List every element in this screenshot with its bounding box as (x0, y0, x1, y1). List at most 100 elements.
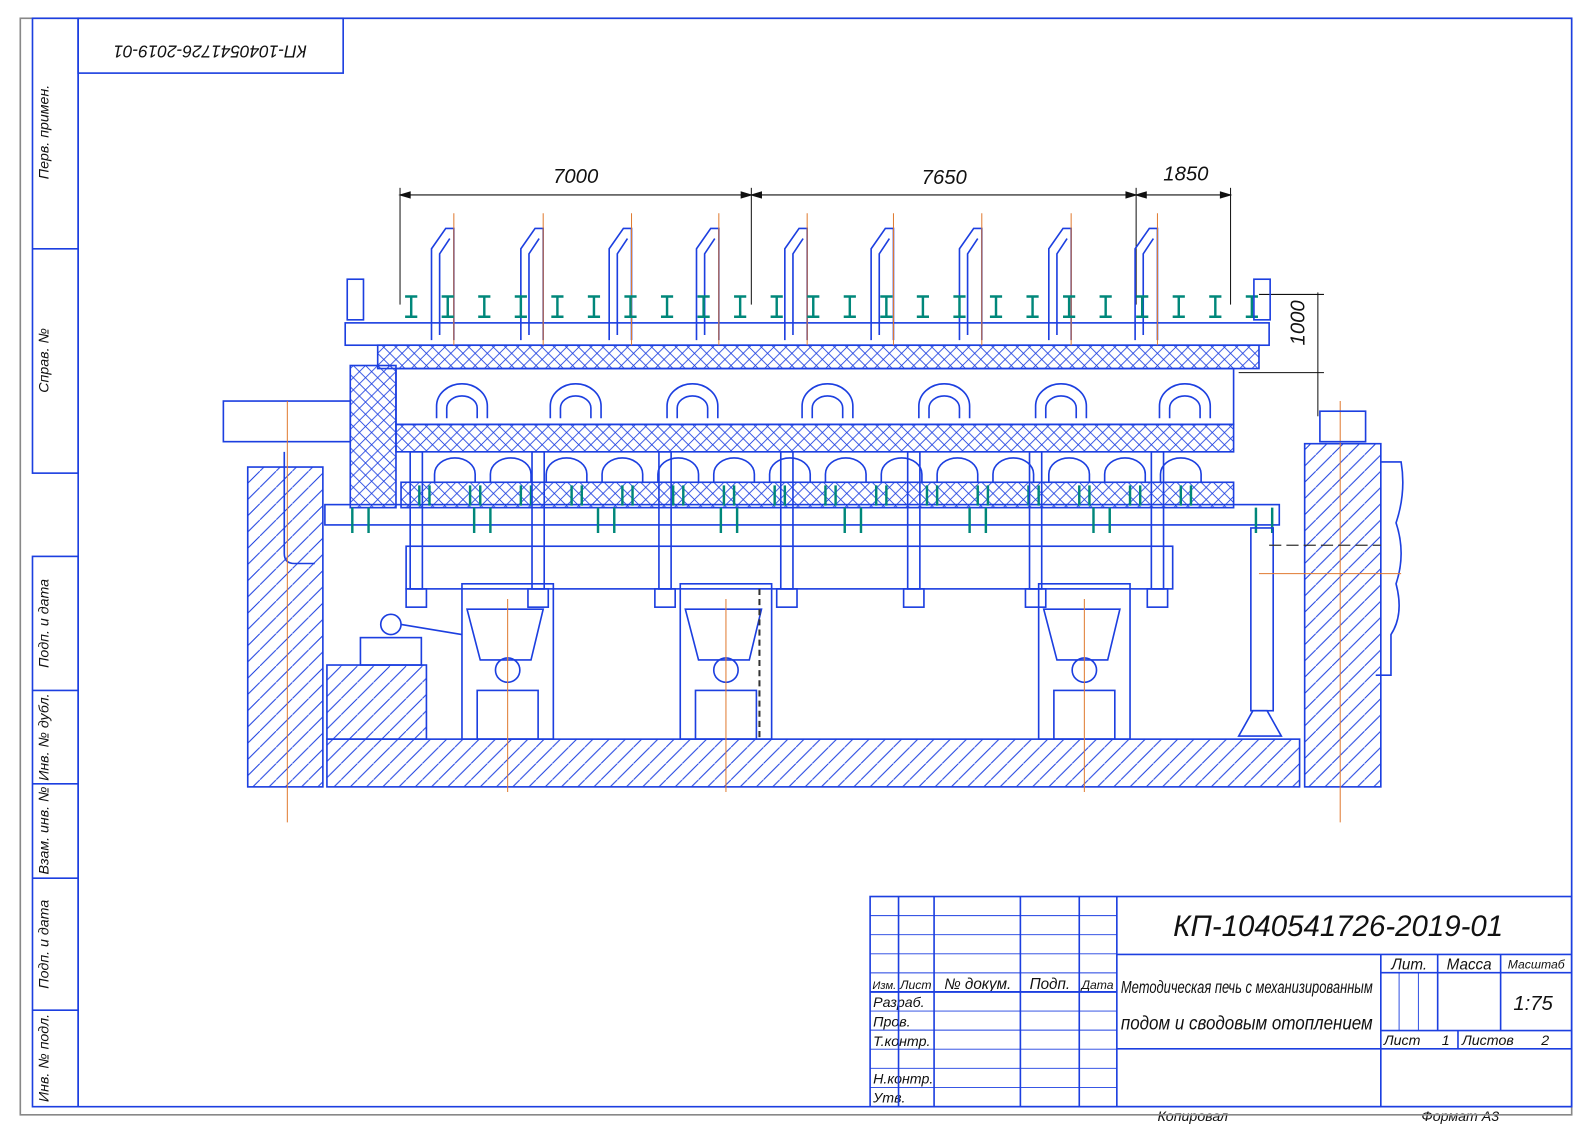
dimension: 7650 (922, 167, 968, 189)
clamp (1209, 295, 1222, 318)
clamp (925, 485, 939, 506)
side-label: Перв. примен. (37, 85, 53, 179)
column (906, 451, 921, 590)
clamp (621, 485, 634, 506)
column-foot (654, 588, 676, 608)
clamp (468, 485, 482, 506)
side-label: Инв. № дубл. (37, 693, 53, 780)
arch (801, 383, 854, 419)
hearth (400, 481, 1235, 509)
arrow (1134, 191, 1147, 199)
lower-arch (824, 457, 867, 483)
stand (346, 278, 365, 321)
role: Пров. (873, 1014, 910, 1030)
clamp (843, 295, 856, 318)
clamp (1136, 295, 1149, 318)
scale-label: Масштаб (1508, 958, 1566, 972)
side-label: Инв. № подл. (37, 1014, 53, 1102)
title-block (869, 895, 1573, 1108)
role: Т.контр. (873, 1034, 930, 1050)
clamp (1078, 485, 1091, 506)
break-line (1375, 461, 1404, 676)
lower-arch (880, 457, 923, 483)
clamp (1245, 295, 1258, 318)
role: Утв. (872, 1091, 905, 1107)
header: Лист (899, 978, 931, 992)
clamp (1099, 295, 1112, 318)
side-label: Справ. № (37, 328, 53, 393)
clamp (916, 295, 930, 318)
support (1254, 507, 1274, 534)
clamp (953, 295, 966, 318)
drive-housing (684, 608, 763, 661)
lower-arch (433, 457, 476, 483)
clamp (880, 295, 893, 318)
designation: КП-1040541726-2019-01 (1173, 910, 1503, 943)
sheet-label: Лист (1383, 1033, 1421, 1049)
clamp (587, 295, 601, 318)
clamp (976, 485, 990, 506)
column-foot (1024, 588, 1047, 608)
side-labels: Перв. примен. Справ. № Подп. и дата Инв. № … (37, 85, 53, 1102)
column (779, 451, 794, 590)
column (409, 451, 424, 590)
support (719, 507, 739, 534)
clamp (478, 295, 491, 318)
beam (405, 545, 1174, 590)
clamp (624, 295, 637, 318)
support (1092, 507, 1111, 534)
dimension: 1850 (1163, 164, 1209, 186)
graphics (19, 17, 1573, 1116)
motor-wheel (379, 613, 402, 636)
hearth-layer (395, 423, 1235, 453)
lower-arch (1103, 457, 1147, 483)
arrow (1125, 191, 1138, 199)
clamp (1179, 485, 1193, 506)
drive-housing (465, 608, 545, 661)
column (1028, 451, 1043, 590)
clamp (770, 295, 783, 318)
clamp (824, 485, 837, 506)
column (658, 451, 672, 590)
column-foot (775, 588, 798, 608)
header: Подп. (1030, 976, 1071, 993)
side-strip (31, 555, 79, 1108)
stand (1253, 278, 1271, 321)
footer: Формат А3 (1421, 1109, 1499, 1125)
stamp-box (77, 17, 344, 74)
floor (326, 738, 1301, 788)
lower-arch (992, 457, 1035, 483)
clamp (660, 295, 674, 318)
roller (1319, 410, 1367, 443)
clamp (807, 295, 820, 318)
roof (376, 344, 1260, 370)
arch (1034, 383, 1088, 419)
chamber (395, 367, 1235, 426)
lower-arch (936, 457, 979, 483)
drawing-name: Методическая печь с механизированным (1121, 977, 1373, 997)
clamp (1026, 295, 1039, 318)
lower-arch (1047, 457, 1091, 483)
clamp (734, 295, 747, 318)
side-strip (31, 17, 79, 474)
mass-label: Масса (1447, 957, 1492, 974)
column (531, 451, 546, 590)
lower-arch (601, 457, 644, 483)
side-label: Подп. и дата (37, 900, 53, 989)
lower-arch (1159, 457, 1202, 483)
clamp (514, 295, 527, 318)
end-wall (349, 364, 397, 509)
stamp-top: КП-1040541726-2019-01 (113, 42, 306, 62)
drive-housing (1042, 608, 1121, 661)
clamp (551, 295, 564, 318)
column (1150, 451, 1165, 590)
wall (246, 466, 324, 788)
dimension: 1000 (1288, 300, 1310, 346)
lower-arch (768, 457, 812, 483)
scale: 1:75 (1513, 993, 1553, 1015)
column-foot (1146, 588, 1169, 608)
lower-arch (712, 457, 756, 483)
arch (549, 383, 602, 419)
clamp (418, 485, 431, 506)
